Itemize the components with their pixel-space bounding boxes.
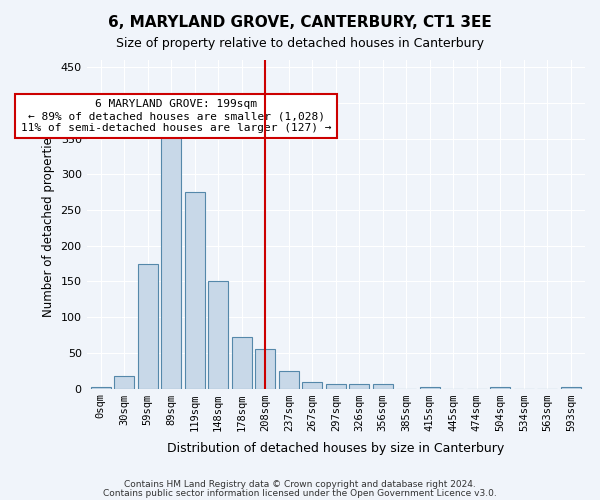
Bar [420, 387, 440, 388]
Bar [279, 370, 299, 388]
Bar [208, 282, 228, 389]
Bar [91, 387, 110, 388]
Text: Size of property relative to detached houses in Canterbury: Size of property relative to detached ho… [116, 38, 484, 51]
Text: 6, MARYLAND GROVE, CANTERBURY, CT1 3EE: 6, MARYLAND GROVE, CANTERBURY, CT1 3EE [108, 15, 492, 30]
X-axis label: Distribution of detached houses by size in Canterbury: Distribution of detached houses by size … [167, 442, 505, 455]
Bar [373, 384, 393, 388]
Y-axis label: Number of detached properties: Number of detached properties [42, 132, 55, 318]
Text: Contains public sector information licensed under the Open Government Licence v3: Contains public sector information licen… [103, 489, 497, 498]
Bar [161, 128, 181, 388]
Bar [185, 192, 205, 388]
Text: Contains HM Land Registry data © Crown copyright and database right 2024.: Contains HM Land Registry data © Crown c… [124, 480, 476, 489]
Bar [326, 384, 346, 388]
Bar [137, 264, 158, 388]
Text: 6 MARYLAND GROVE: 199sqm
← 89% of detached houses are smaller (1,028)
11% of sem: 6 MARYLAND GROVE: 199sqm ← 89% of detach… [21, 100, 332, 132]
Bar [232, 337, 252, 388]
Bar [302, 382, 322, 388]
Bar [349, 384, 369, 388]
Bar [490, 387, 511, 388]
Bar [561, 387, 581, 388]
Bar [255, 349, 275, 389]
Bar [114, 376, 134, 388]
